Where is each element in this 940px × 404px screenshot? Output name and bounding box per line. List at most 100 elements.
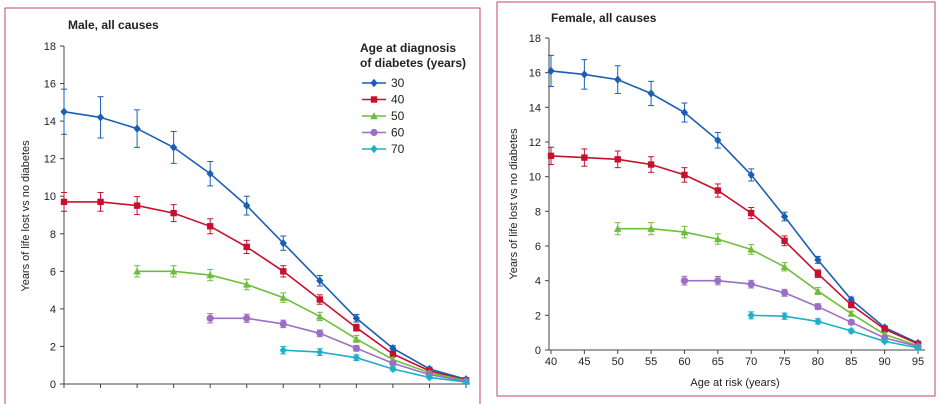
y-tick-label: 2 (50, 341, 56, 353)
y-tick-label: 10 (44, 191, 56, 203)
data-point-50-85 (847, 309, 856, 317)
data-point-40-65 (714, 187, 722, 194)
legend-marker-60 (370, 128, 378, 137)
legend-title-line-2: of diabetes (years) (360, 56, 466, 70)
legend-label: 70 (391, 142, 405, 156)
data-point-50-80 (814, 287, 822, 295)
x-tick-label: 60 (678, 356, 690, 368)
data-point-50-65 (714, 235, 722, 243)
legend-title-line-1: Age at diagnosis (360, 41, 456, 55)
x-tick-label: 55 (645, 356, 657, 368)
x-tick-label: 45 (578, 356, 590, 368)
data-point-50-75 (780, 263, 789, 270)
data-point-30-85 (389, 344, 397, 353)
data-point-40-85 (389, 350, 397, 358)
data-point-70-90 (881, 337, 889, 346)
data-point-30-70 (747, 170, 755, 180)
y-tick-label: 18 (529, 33, 541, 45)
data-point-40-60 (206, 223, 214, 230)
y-tick-label: 16 (44, 79, 56, 91)
data-point-30-60 (680, 108, 689, 117)
y-tick-label: 4 (535, 276, 541, 288)
y-tick-label: 4 (50, 304, 56, 316)
data-point-60-65 (243, 314, 251, 322)
data-point-30-60 (206, 169, 214, 178)
series-50 (613, 222, 922, 349)
data-point-70-70 (747, 311, 755, 320)
data-point-50-70 (747, 245, 755, 253)
female-y-axis-label: Years of life lost vs no diabetes (508, 128, 520, 280)
data-point-50-50 (133, 267, 141, 275)
series-40 (60, 191, 470, 384)
data-point-40-70 (280, 268, 287, 275)
data-point-70-85 (389, 364, 397, 374)
data-point-40-70 (747, 209, 755, 217)
y-tick-label: 14 (529, 102, 541, 114)
data-point-70-85 (847, 326, 855, 336)
data-point-60-75 (780, 289, 789, 297)
data-point-70-70 (279, 346, 287, 355)
x-tick-label: 50 (612, 356, 624, 368)
data-point-50-50 (613, 224, 622, 232)
legend-item-50: 50 (362, 109, 405, 123)
female-y-ticks: 0 2 4 6 8 10 12 14 16 18 (529, 33, 549, 357)
data-point-60-80 (814, 303, 822, 311)
series-line-70 (751, 314, 919, 349)
series-line-50 (617, 227, 919, 347)
data-point-70-90 (425, 373, 434, 382)
female-x-axis-label: Age at risk (years) (690, 377, 779, 389)
data-point-40-80 (814, 270, 822, 277)
data-point-30-70 (279, 238, 287, 248)
series-line-30 (550, 70, 919, 344)
data-point-50-55 (647, 224, 655, 232)
data-point-30-45 (580, 70, 588, 79)
x-tick-label: 85 (845, 356, 857, 368)
series-line-30 (63, 110, 467, 381)
x-tick-label: 70 (745, 356, 757, 368)
data-point-30-80 (352, 314, 360, 323)
legend-label: 40 (391, 93, 405, 107)
legend-marker-50 (370, 112, 378, 120)
series-40 (547, 146, 922, 348)
data-point-40-85 (848, 301, 855, 309)
legend-label: 30 (391, 76, 405, 90)
legend-label: 60 (391, 126, 405, 140)
x-tick-label: 90 (879, 356, 891, 368)
series-70 (747, 311, 922, 353)
data-point-60-65 (714, 277, 722, 285)
data-point-60-75 (316, 329, 324, 337)
y-tick-label: 16 (529, 68, 541, 80)
y-tick-label: 12 (44, 154, 56, 166)
y-tick-label: 0 (50, 379, 56, 391)
male-panel: Male, all causes Years of life lost vs n… (4, 7, 481, 404)
data-point-60-60 (680, 277, 689, 285)
male-panel-border (4, 7, 481, 404)
data-point-50-75 (316, 312, 324, 320)
legend-item-40: 40 (362, 93, 405, 107)
data-point-70-75 (316, 347, 324, 357)
data-point-40-75 (781, 237, 788, 244)
y-tick-label: 2 (535, 310, 541, 322)
legend-marker-30 (370, 78, 378, 88)
data-point-60-80 (352, 344, 360, 352)
data-point-60-70 (747, 280, 755, 288)
y-tick-label: 0 (535, 345, 541, 357)
data-point-30-55 (170, 143, 178, 152)
data-point-40-40 (60, 198, 68, 206)
data-point-40-90 (881, 326, 888, 333)
y-tick-label: 14 (44, 116, 56, 128)
data-point-50-70 (279, 293, 288, 301)
data-point-70-80 (814, 317, 822, 326)
y-tick-label: 8 (535, 206, 541, 218)
data-point-30-75 (316, 276, 324, 285)
series-30 (547, 54, 922, 348)
male-x-ticks (63, 384, 467, 388)
data-point-30-50 (614, 75, 622, 84)
data-point-60-70 (279, 320, 287, 328)
data-point-60-85 (847, 318, 855, 326)
female-x-ticks: 40 45 50 55 60 65 70 75 80 85 90 95 (545, 350, 924, 368)
data-point-40-55 (647, 161, 655, 168)
legend: Age at diagnosis of diabetes (years) 30 4… (360, 41, 466, 156)
series-line-40 (64, 201, 467, 381)
